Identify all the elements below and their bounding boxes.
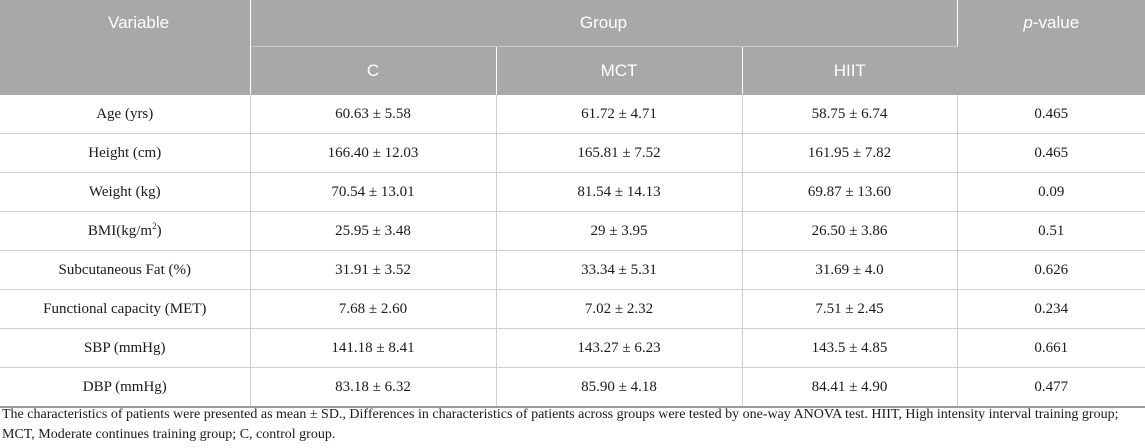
cell-c: 70.54 ± 13.01 xyxy=(250,172,497,212)
table-footnote: The characteristics of patients were pre… xyxy=(2,407,1119,442)
cell-variable: Weight (kg) xyxy=(0,172,251,212)
cell-p-value: 0.626 xyxy=(957,250,1145,290)
cell-mct: 85.90 ± 4.18 xyxy=(496,367,743,408)
bmi-label: BMI(kg/m xyxy=(87,222,153,239)
p-value-suffix: -value xyxy=(1032,13,1080,32)
cell-variable: SBP (mmHg) xyxy=(0,328,251,368)
table-row: Functional capacity (MET) 7.68 ± 2.60 7.… xyxy=(0,289,1145,329)
cell-variable: DBP (mmHg) xyxy=(0,367,251,408)
table-row: BMI(kg/m2) 25.95 ± 3.48 29 ± 3.95 26.50 … xyxy=(0,211,1145,251)
cell-c: 60.63 ± 5.58 xyxy=(250,95,497,134)
cell-mct: 143.27 ± 6.23 xyxy=(496,328,743,368)
bmi-label-end: ) xyxy=(156,222,162,239)
cell-p-value: 0.661 xyxy=(957,328,1145,368)
cell-hiit: 26.50 ± 3.86 xyxy=(742,211,958,251)
cell-hiit: 7.51 ± 2.45 xyxy=(742,289,958,329)
cell-c: 141.18 ± 8.41 xyxy=(250,328,497,368)
cell-c: 31.91 ± 3.52 xyxy=(250,250,497,290)
cell-c: 166.40 ± 12.03 xyxy=(250,133,497,173)
cell-hiit: 31.69 ± 4.0 xyxy=(742,250,958,290)
characteristics-table: Variable Group p-value C MCT HIIT Age (y… xyxy=(0,0,1145,408)
cell-mct: 7.02 ± 2.32 xyxy=(496,289,743,329)
cell-hiit: 69.87 ± 13.60 xyxy=(742,172,958,212)
cell-p-value: 0.465 xyxy=(957,133,1145,173)
cell-variable: Height (cm) xyxy=(0,133,251,173)
header-group: Group xyxy=(250,0,958,47)
header-group-mct: MCT xyxy=(496,46,743,95)
header-p-value: p-value xyxy=(957,0,1145,95)
cell-p-value: 0.09 xyxy=(957,172,1145,212)
cell-mct: 165.81 ± 7.52 xyxy=(496,133,743,173)
header-variable: Variable xyxy=(0,0,251,95)
cell-mct: 81.54 ± 14.13 xyxy=(496,172,743,212)
cell-variable: BMI(kg/m2) xyxy=(0,211,251,251)
table-row: Height (cm) 166.40 ± 12.03 165.81 ± 7.52… xyxy=(0,133,1145,173)
p-italic: p xyxy=(1023,13,1033,32)
cell-mct: 29 ± 3.95 xyxy=(496,211,743,251)
cell-hiit: 58.75 ± 6.74 xyxy=(742,95,958,134)
cell-p-value: 0.465 xyxy=(957,95,1145,134)
table-row: SBP (mmHg) 141.18 ± 8.41 143.27 ± 6.23 1… xyxy=(0,328,1145,368)
cell-hiit: 161.95 ± 7.82 xyxy=(742,133,958,173)
table-row: Weight (kg) 70.54 ± 13.01 81.54 ± 14.13 … xyxy=(0,172,1145,212)
table-body: Age (yrs) 60.63 ± 5.58 61.72 ± 4.71 58.7… xyxy=(0,95,1145,408)
cell-variable: Subcutaneous Fat (%) xyxy=(0,250,251,290)
bmi-superscript: 2 xyxy=(152,220,157,231)
cell-variable: Age (yrs) xyxy=(0,95,251,134)
cell-c: 25.95 ± 3.48 xyxy=(250,211,497,251)
cell-hiit: 84.41 ± 4.90 xyxy=(742,367,958,408)
cell-hiit: 143.5 ± 4.85 xyxy=(742,328,958,368)
table-row: Age (yrs) 60.63 ± 5.58 61.72 ± 4.71 58.7… xyxy=(0,95,1145,134)
cell-p-value: 0.234 xyxy=(957,289,1145,329)
table-header: Variable Group p-value C MCT HIIT xyxy=(0,0,1145,95)
cell-variable: Functional capacity (MET) xyxy=(0,289,251,329)
cell-p-value: 0.477 xyxy=(957,367,1145,408)
cell-c: 7.68 ± 2.60 xyxy=(250,289,497,329)
cell-c: 83.18 ± 6.32 xyxy=(250,367,497,408)
table-row: DBP (mmHg) 83.18 ± 6.32 85.90 ± 4.18 84.… xyxy=(0,367,1145,408)
cell-p-value: 0.51 xyxy=(957,211,1145,251)
header-group-hiit: HIIT xyxy=(742,46,958,95)
cell-mct: 61.72 ± 4.71 xyxy=(496,95,743,134)
header-group-c: C xyxy=(250,46,497,95)
cell-mct: 33.34 ± 5.31 xyxy=(496,250,743,290)
table-row: Subcutaneous Fat (%) 31.91 ± 3.52 33.34 … xyxy=(0,250,1145,290)
